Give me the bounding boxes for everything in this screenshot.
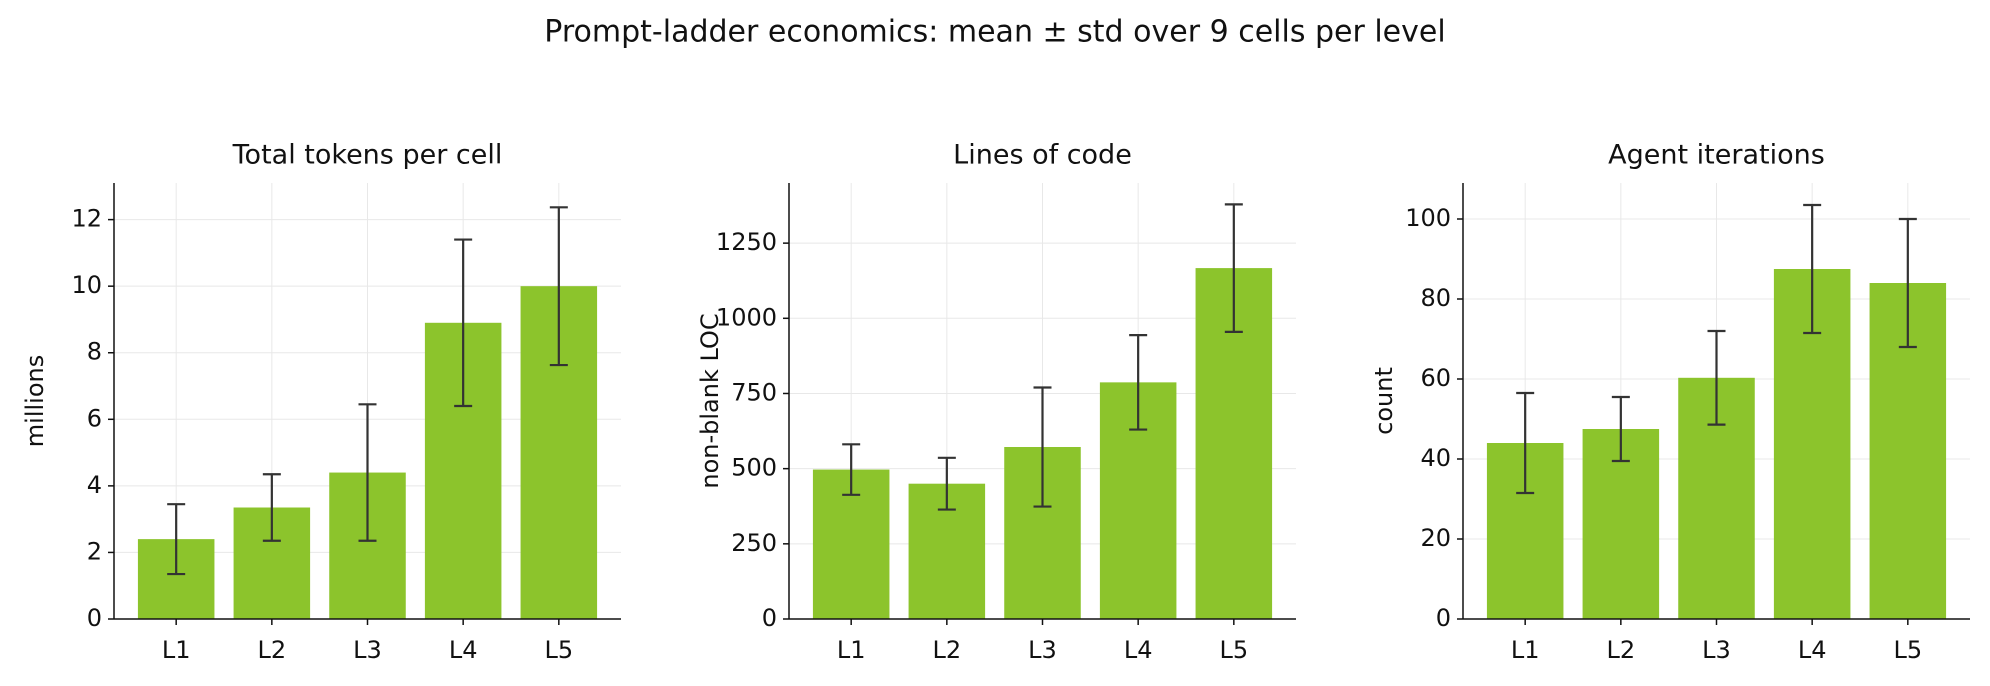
- y-tick-label: 750: [731, 378, 777, 406]
- error-bar: [1898, 217, 1917, 349]
- x-tick-label: L3: [353, 636, 382, 664]
- x-tick-label: L4: [1798, 636, 1827, 664]
- x-tick-label: L4: [1124, 636, 1153, 664]
- error-bar: [1224, 203, 1243, 333]
- y-tick-label: 12: [71, 205, 102, 233]
- x-tick-label: L3: [1702, 636, 1731, 664]
- y-tick-label: 0: [87, 604, 102, 632]
- error-bar: [1516, 391, 1535, 495]
- y-tick-label: 6: [87, 404, 102, 432]
- y-tick-label: 1000: [716, 303, 777, 331]
- x-tick-label: L4: [449, 636, 478, 664]
- y-tick-label: 1250: [716, 228, 777, 256]
- chart-title: Agent iterations: [1608, 140, 1825, 171]
- x-tick-label: L5: [1894, 636, 1923, 664]
- x-tick-label: L2: [1607, 636, 1636, 664]
- error-bar: [1033, 386, 1052, 508]
- chart-title: Total tokens per cell: [232, 140, 503, 171]
- error-bar: [1803, 203, 1822, 335]
- y-tick-label: 40: [1420, 444, 1451, 472]
- y-tick-label: 2: [87, 537, 102, 565]
- error-bar: [1611, 395, 1630, 463]
- error-bar: [1707, 329, 1726, 426]
- chart-title: Lines of code: [953, 140, 1132, 171]
- x-tick-label: L2: [933, 636, 962, 664]
- error-bar: [358, 403, 377, 542]
- y-tick-label: 250: [731, 529, 777, 557]
- x-tick-label: L5: [1220, 636, 1249, 664]
- error-bar: [937, 456, 956, 511]
- error-bar: [167, 503, 186, 576]
- y-tick-label: 0: [1436, 604, 1451, 632]
- x-tick-label: L1: [162, 636, 191, 664]
- y-tick-label: 10: [71, 271, 102, 299]
- y-tick-label: 8: [87, 338, 102, 366]
- x-tick-label: L1: [1511, 636, 1540, 664]
- error-bar: [1129, 334, 1148, 431]
- error-bar: [549, 206, 568, 367]
- y-tick-label: 4: [87, 471, 102, 499]
- y-axis-label: non-blank LOC: [696, 313, 724, 488]
- y-tick-label: 100: [1405, 204, 1451, 232]
- y-axis-label: millions: [21, 355, 49, 447]
- error-bar: [454, 238, 473, 408]
- error-bar: [842, 443, 861, 496]
- y-tick-label: 500: [731, 454, 777, 482]
- y-axis-label: count: [1370, 367, 1398, 435]
- x-tick-label: L1: [837, 636, 866, 664]
- x-tick-label: L3: [1028, 636, 1057, 664]
- y-tick-label: 80: [1420, 284, 1451, 312]
- y-tick-label: 20: [1420, 524, 1451, 552]
- y-tick-label: 0: [762, 604, 777, 632]
- x-tick-label: L5: [545, 636, 574, 664]
- figure-title: Prompt-ladder economics: mean ± std over…: [544, 15, 1445, 50]
- error-bar: [262, 473, 281, 542]
- x-tick-label: L2: [258, 636, 287, 664]
- y-tick-label: 60: [1420, 364, 1451, 392]
